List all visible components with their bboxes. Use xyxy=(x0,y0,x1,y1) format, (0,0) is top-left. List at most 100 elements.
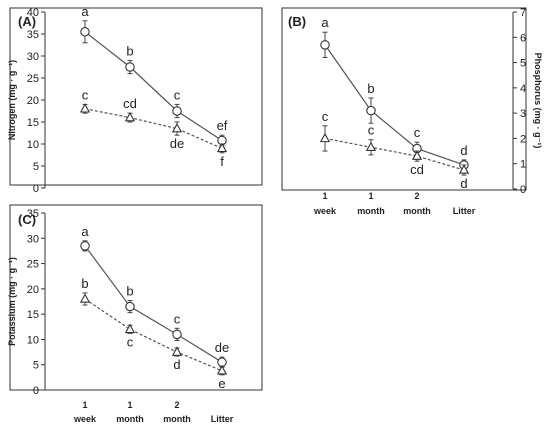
data-point-triangle xyxy=(171,346,183,356)
data-point-circle xyxy=(366,105,376,116)
significance-letter: a xyxy=(81,4,89,19)
category-label-number: 1 xyxy=(368,191,373,201)
y-axis-label: Nitrogen (mg · g⁻¹) xyxy=(7,60,17,140)
series-line-solid xyxy=(324,44,465,166)
y-tick-label: 7 xyxy=(520,7,526,19)
data-point-triangle xyxy=(458,164,470,174)
y-tick-label: 2 xyxy=(520,133,526,145)
data-point-triangle xyxy=(124,111,136,122)
data-point-triangle xyxy=(171,122,183,133)
panel-frame xyxy=(9,204,263,391)
y-tick-label: 0 xyxy=(33,385,39,397)
y-tick-label: 0 xyxy=(520,184,526,196)
y-tick-label: 30 xyxy=(27,233,39,245)
significance-letter: d xyxy=(460,143,467,158)
y-tick-label: 15 xyxy=(27,309,39,321)
category-label-unit: month xyxy=(163,414,191,424)
panel-label: (C) xyxy=(18,212,36,227)
category-label-number: 2 xyxy=(174,400,179,410)
panel-label: (B) xyxy=(288,14,306,29)
y-tick-label: 1 xyxy=(520,159,526,171)
significance-letter: b xyxy=(367,81,374,96)
y-tick-label: 5 xyxy=(33,360,39,372)
data-point-triangle xyxy=(216,365,228,375)
y-tick-label: 35 xyxy=(27,208,39,220)
category-label-number: 1 xyxy=(322,191,327,201)
data-point-circle xyxy=(80,241,90,251)
significance-letter: f xyxy=(220,154,224,169)
significance-letter: c xyxy=(368,123,375,138)
significance-letter: a xyxy=(321,15,329,30)
data-point-circle xyxy=(172,329,182,340)
significance-letter: c xyxy=(82,87,89,102)
y-tick-label: 25 xyxy=(27,259,39,271)
y-tick-label: 4 xyxy=(520,83,526,95)
significance-letter: c xyxy=(174,87,181,102)
panel-frame xyxy=(9,7,263,186)
significance-letter: c xyxy=(127,334,134,349)
y-tick-label: 20 xyxy=(27,284,39,296)
category-label-number: 1 xyxy=(127,400,132,410)
significance-letter: b xyxy=(126,43,133,58)
data-point-triangle xyxy=(124,323,136,334)
data-point-triangle xyxy=(79,103,91,113)
category-label-unit: Litter xyxy=(211,414,234,424)
y-tick-label: 40 xyxy=(27,7,39,19)
panel-frame xyxy=(281,7,527,191)
y-tick-label: 25 xyxy=(27,73,39,85)
significance-letter: c xyxy=(322,109,329,124)
data-point-triangle xyxy=(365,141,377,152)
y-tick-label: 0 xyxy=(33,183,39,195)
data-point-circle xyxy=(172,106,182,116)
data-point-triangle xyxy=(216,142,228,153)
significance-letter: d xyxy=(460,176,467,191)
category-label-unit: week xyxy=(73,414,97,424)
significance-letter: de xyxy=(170,136,184,151)
significance-letter: ef xyxy=(217,118,228,133)
series-line-dashed xyxy=(324,137,465,171)
category-label-unit: Litter xyxy=(453,206,476,216)
data-point-circle xyxy=(320,40,330,50)
y-tick-label: 5 xyxy=(33,161,39,173)
data-point-circle xyxy=(217,357,227,367)
data-point-circle xyxy=(125,62,135,72)
significance-letter: b xyxy=(81,276,88,291)
significance-letter: d xyxy=(173,357,180,372)
series-line-solid xyxy=(84,245,223,363)
category-label-unit: week xyxy=(313,206,337,216)
significance-letter: a xyxy=(81,224,89,239)
y-tick-label: 6 xyxy=(520,32,526,44)
y-tick-label: 30 xyxy=(27,51,39,63)
category-label-unit: month xyxy=(403,206,431,216)
significance-letter: c xyxy=(414,125,421,140)
y-tick-label: 20 xyxy=(27,95,39,107)
significance-letter: b xyxy=(126,283,133,298)
significance-letter: e xyxy=(218,376,225,391)
category-label-number: 1 xyxy=(82,400,87,410)
y-tick-label: 5 xyxy=(520,58,526,70)
data-point-circle xyxy=(125,301,135,312)
significance-letter: c xyxy=(174,311,181,326)
category-label-unit: month xyxy=(116,414,144,424)
data-point-triangle xyxy=(79,293,91,303)
series-line-dashed xyxy=(84,108,223,149)
significance-letter: cd xyxy=(123,96,137,111)
y-axis-label: Potassium (mg · g⁻¹) xyxy=(7,257,17,346)
y-tick-label: 10 xyxy=(27,139,39,151)
significance-letter: cd xyxy=(410,162,424,177)
data-point-triangle xyxy=(319,132,331,143)
series-line-dashed xyxy=(84,298,223,372)
y-tick-label: 15 xyxy=(27,117,39,129)
y-tick-label: 3 xyxy=(520,108,526,120)
series-line-solid xyxy=(84,31,223,141)
data-point-circle xyxy=(80,27,90,37)
data-point-triangle xyxy=(411,150,423,160)
panel-label: (A) xyxy=(18,14,36,29)
category-label-unit: month xyxy=(357,206,385,216)
y-tick-label: 10 xyxy=(27,334,39,346)
category-label-number: 2 xyxy=(414,191,419,201)
significance-letter: de xyxy=(215,340,229,355)
y-axis-label: Phosphorus (mg · g⁻¹) xyxy=(533,53,543,149)
y-tick-label: 35 xyxy=(27,29,39,41)
